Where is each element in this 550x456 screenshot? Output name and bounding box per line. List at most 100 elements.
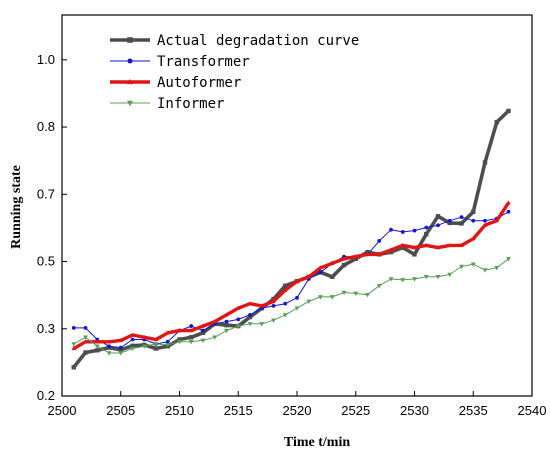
legend-item: Actual degradation curve: [110, 33, 359, 49]
data-point: [130, 343, 135, 348]
data-point: [494, 119, 499, 125]
data-point: [247, 314, 253, 320]
data-point: [400, 230, 405, 234]
data-point: [165, 343, 171, 348]
data-point: [248, 312, 252, 317]
data-point: [341, 290, 347, 296]
data-point: [494, 218, 499, 223]
data-point: [106, 339, 112, 344]
data-point: [127, 78, 133, 85]
x-tick-label: 2535: [459, 403, 488, 418]
data-point: [106, 351, 112, 356]
data-point: [259, 322, 265, 327]
legend-item: Autoformer: [110, 75, 241, 91]
data-point: [118, 351, 124, 356]
data-point: [83, 325, 88, 330]
data-point: [412, 252, 417, 257]
data-point: [329, 295, 335, 300]
series-informer: [71, 257, 511, 356]
data-point: [95, 348, 100, 353]
data-point: [236, 305, 241, 310]
data-point: [353, 291, 359, 296]
legend-label: Transformer: [157, 54, 250, 70]
data-point: [188, 340, 194, 345]
data-point: [447, 272, 453, 278]
data-point: [224, 328, 229, 334]
data-point: [118, 347, 123, 353]
data-point: [189, 324, 194, 328]
data-point: [200, 323, 206, 328]
x-tick-label: 2520: [283, 403, 312, 418]
data-point: [71, 346, 76, 351]
legend-item: Informer: [110, 96, 224, 112]
data-point: [83, 339, 88, 344]
data-point: [365, 292, 370, 298]
series-line: [72, 109, 510, 369]
x-tick-label: 2510: [165, 403, 194, 418]
data-point: [224, 312, 229, 317]
data-point: [459, 221, 464, 226]
data-point: [177, 328, 182, 333]
data-point: [494, 266, 500, 271]
data-point: [447, 218, 452, 223]
data-point: [424, 225, 429, 230]
data-point: [459, 215, 464, 220]
data-point: [318, 295, 323, 300]
y-tick-label: 0.8: [37, 119, 55, 134]
data-point: [271, 304, 276, 308]
data-point: [436, 223, 440, 228]
data-point: [506, 200, 511, 205]
data-point: [353, 256, 358, 262]
data-point: [459, 264, 464, 270]
data-point: [330, 260, 335, 265]
data-point: [412, 277, 417, 282]
data-point: [224, 319, 229, 324]
data-point: [471, 236, 476, 241]
series-transformer: [71, 209, 511, 350]
data-point: [470, 262, 476, 267]
data-point: [271, 299, 276, 304]
data-point: [435, 245, 441, 250]
legend-label: Informer: [157, 96, 224, 112]
data-point: [447, 242, 452, 247]
series-autoformer: [71, 200, 511, 351]
data-point: [118, 338, 123, 343]
data-point: [424, 231, 429, 237]
data-point: [283, 287, 288, 292]
data-point: [107, 344, 111, 349]
data-point: [126, 100, 134, 107]
data-point: [212, 319, 217, 324]
data-point: [341, 256, 347, 261]
data-point: [412, 245, 417, 250]
data-point: [177, 337, 182, 342]
data-point: [377, 251, 382, 256]
data-point: [306, 299, 312, 305]
data-point: [506, 209, 511, 214]
data-point: [447, 220, 452, 226]
data-point: [71, 365, 76, 370]
data-point: [424, 242, 429, 247]
data-point: [318, 265, 323, 270]
data-point: [130, 332, 135, 337]
y-tick-label: 0.7: [37, 186, 55, 201]
data-point: [153, 342, 159, 347]
data-point: [235, 324, 241, 329]
data-point: [165, 330, 170, 335]
data-point: [142, 334, 147, 339]
data-point: [295, 295, 299, 300]
x-tick-label: 2515: [224, 403, 253, 418]
y-tick-label: 0.3: [37, 321, 55, 336]
data-point: [282, 313, 288, 318]
data-point: [482, 268, 488, 273]
data-point: [153, 346, 159, 351]
data-point: [353, 254, 358, 259]
data-point: [400, 245, 405, 250]
data-point: [341, 262, 347, 268]
data-point: [283, 301, 288, 306]
data-point: [189, 335, 194, 340]
x-tick-label: 2505: [106, 403, 135, 418]
data-point: [189, 328, 194, 333]
data-point: [306, 274, 311, 279]
data-point: [318, 270, 323, 275]
